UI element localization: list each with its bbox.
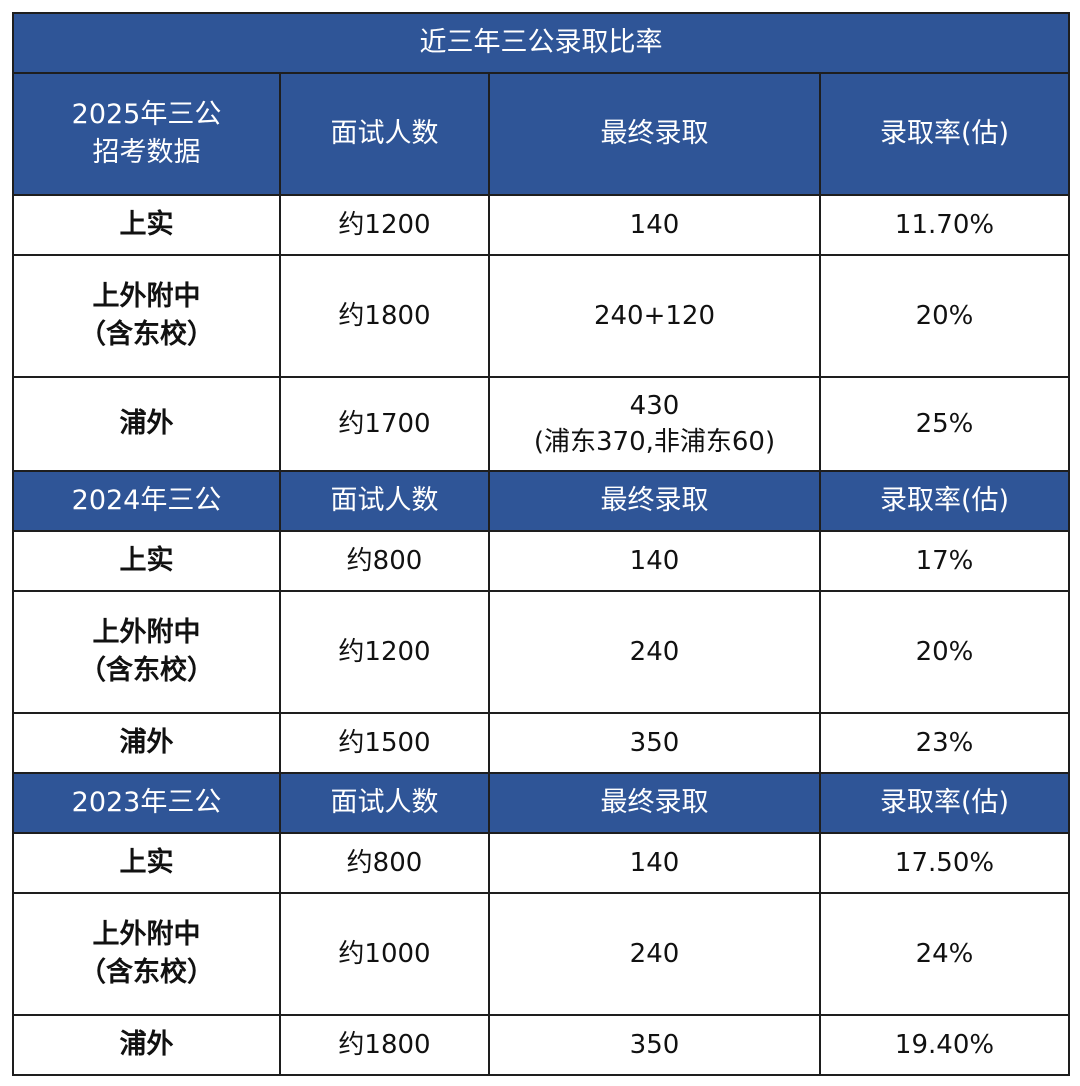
school-name-line1: 上外附中: [92, 617, 201, 649]
header-admitted: 最终录取: [488, 72, 821, 196]
school-name-line1: 上外附中: [92, 281, 201, 313]
admission-rate: 11.70%: [819, 194, 1070, 256]
interview-count: 约1200: [279, 194, 490, 256]
section-label: 2024年三公: [12, 470, 281, 532]
admission-rate: 17.50%: [819, 832, 1070, 894]
admitted-count: 140: [488, 194, 821, 256]
school-name: 浦外: [12, 1014, 281, 1076]
school-name: 浦外: [12, 376, 281, 472]
admitted-count: 430 (浦东370,非浦东60): [488, 376, 821, 472]
admission-rate: 24%: [819, 892, 1070, 1016]
table-row: 浦外 约1500 350 23%: [12, 712, 1070, 774]
admission-rate: 20%: [819, 590, 1070, 714]
school-name: 上外附中 （含东校）: [12, 254, 281, 378]
admission-rate: 25%: [819, 376, 1070, 472]
school-name: 上外附中 （含东校）: [12, 590, 281, 714]
interview-count: 约1000: [279, 892, 490, 1016]
section-label-line2: 招考数据: [92, 137, 201, 168]
table-row: 上外附中 （含东校） 约1000 240 24%: [12, 892, 1070, 1016]
interview-count: 约800: [279, 530, 490, 592]
table-title-row: 近三年三公录取比率: [12, 12, 1070, 74]
school-name-line2: （含东校）: [79, 655, 214, 686]
header-rate: 录取率(估): [819, 72, 1070, 196]
interview-count: 约1700: [279, 376, 490, 472]
section-header-2023: 2023年三公 面试人数 最终录取 录取率(估): [12, 772, 1070, 834]
header-admitted: 最终录取: [488, 772, 821, 834]
admitted-count-line1: 430: [629, 390, 680, 421]
table-title: 近三年三公录取比率: [12, 12, 1070, 74]
admitted-count: 350: [488, 1014, 821, 1076]
school-name: 上实: [12, 530, 281, 592]
header-rate: 录取率(估): [819, 470, 1070, 532]
header-interviews: 面试人数: [279, 772, 490, 834]
admitted-count: 350: [488, 712, 821, 774]
school-name-line2: （含东校）: [79, 319, 214, 350]
admitted-count: 140: [488, 832, 821, 894]
table-row: 浦外 约1700 430 (浦东370,非浦东60) 25%: [12, 376, 1070, 472]
interview-count: 约1200: [279, 590, 490, 714]
school-name: 上外附中 （含东校）: [12, 892, 281, 1016]
header-interviews: 面试人数: [279, 72, 490, 196]
admission-rate: 20%: [819, 254, 1070, 378]
header-interviews: 面试人数: [279, 470, 490, 532]
interview-count: 约800: [279, 832, 490, 894]
school-name: 上实: [12, 194, 281, 256]
admitted-breakdown: (浦东370,非浦东60): [533, 427, 776, 457]
school-name-line2: （含东校）: [79, 957, 214, 988]
section-label: 2025年三公 招考数据: [12, 72, 281, 196]
table-row: 上实 约800 140 17%: [12, 530, 1070, 592]
section-header-2025: 2025年三公 招考数据 面试人数 最终录取 录取率(估): [12, 72, 1070, 196]
section-label: 2023年三公: [12, 772, 281, 834]
table-row: 上实 约1200 140 11.70%: [12, 194, 1070, 256]
interview-count: 约1800: [279, 254, 490, 378]
section-header-2024: 2024年三公 面试人数 最终录取 录取率(估): [12, 470, 1070, 532]
header-admitted: 最终录取: [488, 470, 821, 532]
admitted-count: 240: [488, 892, 821, 1016]
admission-rate-table: 近三年三公录取比率 2025年三公 招考数据 面试人数 最终录取 录取率(估) …: [12, 12, 1070, 1076]
interview-count: 约1800: [279, 1014, 490, 1076]
table-row: 上实 约800 140 17.50%: [12, 832, 1070, 894]
table-row: 浦外 约1800 350 19.40%: [12, 1014, 1070, 1076]
admission-rate: 17%: [819, 530, 1070, 592]
school-name: 上实: [12, 832, 281, 894]
admission-rate: 23%: [819, 712, 1070, 774]
section-label-line1: 2025年三公: [71, 99, 222, 131]
school-name: 浦外: [12, 712, 281, 774]
admission-rate: 19.40%: [819, 1014, 1070, 1076]
table-row: 上外附中 （含东校） 约1800 240+120 20%: [12, 254, 1070, 378]
school-name-line1: 上外附中: [92, 919, 201, 951]
admitted-count: 240: [488, 590, 821, 714]
interview-count: 约1500: [279, 712, 490, 774]
admitted-count: 140: [488, 530, 821, 592]
table-row: 上外附中 （含东校） 约1200 240 20%: [12, 590, 1070, 714]
admitted-count: 240+120: [488, 254, 821, 378]
header-rate: 录取率(估): [819, 772, 1070, 834]
